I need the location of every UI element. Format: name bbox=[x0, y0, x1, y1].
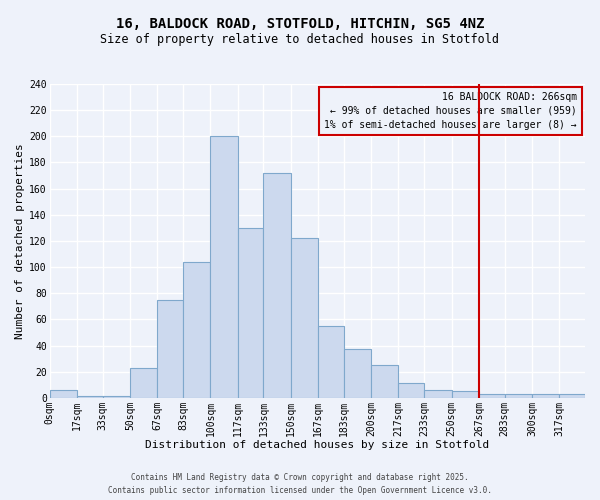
Bar bbox=[424, 390, 452, 398]
Bar bbox=[183, 262, 211, 398]
Text: 16, BALDOCK ROAD, STOTFOLD, HITCHIN, SG5 4NZ: 16, BALDOCK ROAD, STOTFOLD, HITCHIN, SG5… bbox=[116, 18, 484, 32]
Bar bbox=[398, 384, 424, 398]
Bar bbox=[130, 368, 157, 398]
Bar bbox=[77, 396, 103, 398]
Bar bbox=[318, 326, 344, 398]
Bar bbox=[452, 392, 479, 398]
Bar bbox=[263, 173, 291, 398]
Bar bbox=[211, 136, 238, 398]
Bar bbox=[157, 300, 183, 398]
X-axis label: Distribution of detached houses by size in Stotfold: Distribution of detached houses by size … bbox=[145, 440, 490, 450]
Bar bbox=[505, 394, 532, 398]
Bar bbox=[103, 396, 130, 398]
Bar bbox=[291, 238, 318, 398]
Bar bbox=[344, 350, 371, 398]
Bar bbox=[532, 394, 559, 398]
Text: 16 BALDOCK ROAD: 266sqm
← 99% of detached houses are smaller (959)
1% of semi-de: 16 BALDOCK ROAD: 266sqm ← 99% of detache… bbox=[325, 92, 577, 130]
Bar bbox=[371, 365, 398, 398]
Text: Contains public sector information licensed under the Open Government Licence v3: Contains public sector information licen… bbox=[108, 486, 492, 495]
Text: Size of property relative to detached houses in Stotfold: Size of property relative to detached ho… bbox=[101, 32, 499, 46]
Bar bbox=[50, 390, 77, 398]
Text: Contains HM Land Registry data © Crown copyright and database right 2025.: Contains HM Land Registry data © Crown c… bbox=[131, 474, 469, 482]
Bar bbox=[238, 228, 263, 398]
Y-axis label: Number of detached properties: Number of detached properties bbox=[15, 143, 25, 339]
Bar bbox=[559, 394, 585, 398]
Bar bbox=[479, 394, 505, 398]
